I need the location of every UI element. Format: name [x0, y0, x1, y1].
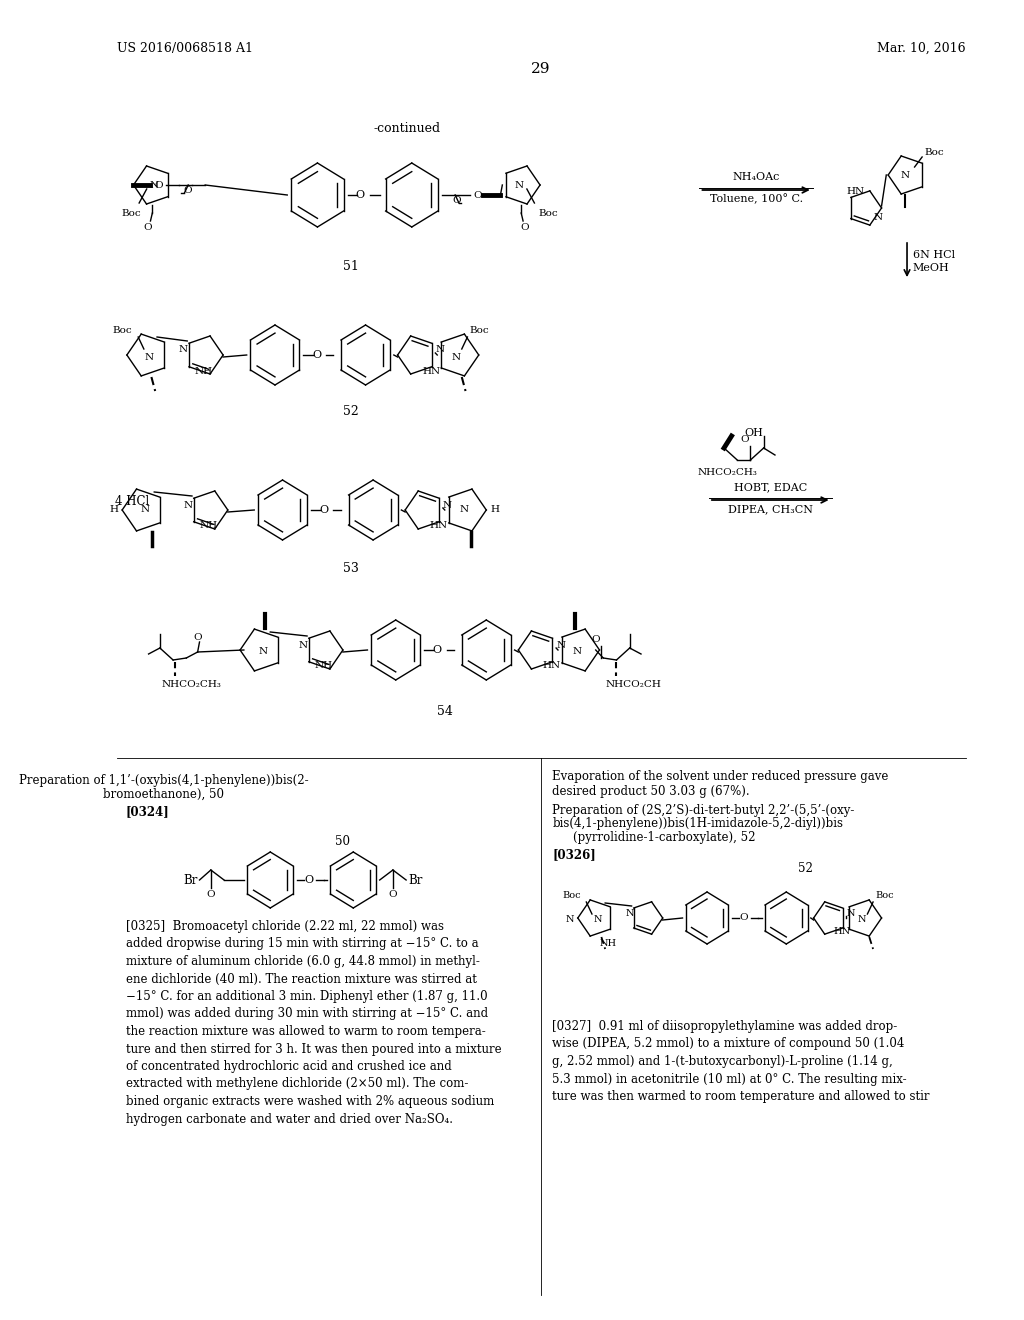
Text: bromoethanone), 50: bromoethanone), 50	[103, 788, 224, 800]
Text: N: N	[435, 346, 444, 355]
Text: [0327]  0.91 ml of diisopropylethylamine was added drop-
wise (DIPEA, 5.2 mmol) : [0327] 0.91 ml of diisopropylethylamine …	[552, 1020, 930, 1104]
Text: 29: 29	[531, 62, 551, 77]
Text: O: O	[304, 875, 313, 884]
Text: HN: HN	[430, 521, 447, 531]
Text: HOBT, EDAC: HOBT, EDAC	[733, 482, 807, 492]
Text: O: O	[183, 186, 191, 195]
Text: O: O	[433, 645, 441, 655]
Text: [0326]: [0326]	[552, 849, 596, 862]
Text: [0324]: [0324]	[126, 805, 170, 818]
Text: H: H	[110, 506, 119, 515]
Text: O: O	[155, 181, 163, 190]
Text: O: O	[355, 190, 365, 201]
Text: N: N	[452, 352, 461, 362]
Text: N: N	[179, 346, 188, 355]
Text: Boc: Boc	[924, 148, 944, 157]
Text: Br: Br	[183, 874, 198, 887]
Text: N: N	[847, 909, 855, 919]
Text: NHCO₂CH₃: NHCO₂CH₃	[162, 680, 221, 689]
Text: O: O	[520, 223, 529, 232]
Text: Evaporation of the solvent under reduced pressure gave
desired product 50 3.03 g: Evaporation of the solvent under reduced…	[552, 770, 889, 799]
Text: N: N	[459, 506, 468, 515]
Text: [0325]  Bromoacetyl chloride (2.22 ml, 22 mmol) was
added dropwise during 15 min: [0325] Bromoacetyl chloride (2.22 ml, 22…	[126, 920, 502, 1126]
Text: (pyrrolidine-1-carboxylate), 52: (pyrrolidine-1-carboxylate), 52	[573, 832, 756, 843]
Text: N: N	[150, 181, 159, 190]
Text: N: N	[857, 916, 866, 924]
Text: N: N	[593, 916, 602, 924]
Text: MeOH: MeOH	[912, 263, 949, 273]
Text: O: O	[207, 890, 215, 899]
Text: N: N	[140, 506, 150, 515]
Text: HN: HN	[422, 367, 440, 375]
Text: N: N	[572, 648, 582, 656]
Text: N: N	[900, 170, 909, 180]
Text: O: O	[592, 635, 600, 644]
Text: Boc: Boc	[113, 326, 132, 335]
Text: H: H	[490, 506, 499, 515]
Text: Preparation of 1,1’-(oxybis(4,1-phenylene))bis(2-: Preparation of 1,1’-(oxybis(4,1-phenylen…	[18, 774, 308, 787]
Text: O: O	[473, 190, 481, 199]
Text: 6N HCl: 6N HCl	[912, 249, 954, 260]
Text: Boc: Boc	[562, 891, 581, 900]
Text: O: O	[739, 913, 749, 923]
Text: Toluene, 100° C.: Toluene, 100° C.	[710, 194, 803, 205]
Text: O: O	[388, 890, 397, 899]
Text: HN: HN	[543, 661, 561, 671]
Text: bis(4,1-phenylene))bis(1H-imidazole-5,2-diyl))bis: bis(4,1-phenylene))bis(1H-imidazole-5,2-…	[552, 817, 844, 830]
Text: NHCO₂CH₃: NHCO₂CH₃	[697, 469, 758, 477]
Text: Boc: Boc	[122, 209, 141, 218]
Text: NH₄OAc: NH₄OAc	[732, 172, 780, 182]
Text: 4 HCl: 4 HCl	[115, 495, 148, 508]
Text: OH: OH	[744, 428, 764, 438]
Text: -continued: -continued	[374, 121, 440, 135]
Text: 52: 52	[343, 405, 358, 418]
Text: Boc: Boc	[874, 891, 894, 900]
Text: N: N	[565, 916, 574, 924]
Text: N: N	[258, 648, 267, 656]
Text: Br: Br	[408, 874, 422, 887]
Text: Mar. 10, 2016: Mar. 10, 2016	[877, 42, 966, 55]
Text: NHCO₂CH: NHCO₂CH	[605, 680, 662, 689]
Text: 53: 53	[342, 562, 358, 576]
Text: Preparation of (2S,2’S)-di-tert-butyl 2,2’-(5,5’-(oxy-: Preparation of (2S,2’S)-di-tert-butyl 2,…	[552, 804, 855, 817]
Text: NH: NH	[195, 367, 213, 375]
Text: O: O	[453, 195, 462, 205]
Text: 54: 54	[437, 705, 453, 718]
Text: N: N	[626, 909, 634, 919]
Text: O: O	[740, 436, 750, 444]
Text: O: O	[319, 506, 329, 515]
Text: 52: 52	[798, 862, 813, 875]
Text: N: N	[515, 181, 524, 190]
Text: N: N	[443, 500, 452, 510]
Text: N: N	[873, 214, 883, 223]
Text: 50: 50	[336, 836, 350, 847]
Text: N: N	[145, 352, 154, 362]
Text: N: N	[183, 500, 193, 510]
Text: NH: NH	[599, 940, 616, 949]
Text: NH: NH	[200, 521, 218, 531]
Text: US 2016/0068518 A1: US 2016/0068518 A1	[117, 42, 253, 55]
Text: HN: HN	[834, 928, 851, 936]
Text: O: O	[194, 634, 202, 642]
Text: O: O	[312, 350, 322, 360]
Text: HN: HN	[846, 187, 864, 195]
Text: N: N	[299, 640, 308, 649]
Text: O: O	[143, 223, 152, 232]
Text: NH: NH	[314, 661, 333, 671]
Text: Boc: Boc	[469, 326, 488, 335]
Text: DIPEA, CH₃CN: DIPEA, CH₃CN	[728, 504, 813, 513]
Text: 51: 51	[342, 260, 358, 273]
Text: Boc: Boc	[539, 209, 558, 218]
Text: N: N	[556, 640, 565, 649]
